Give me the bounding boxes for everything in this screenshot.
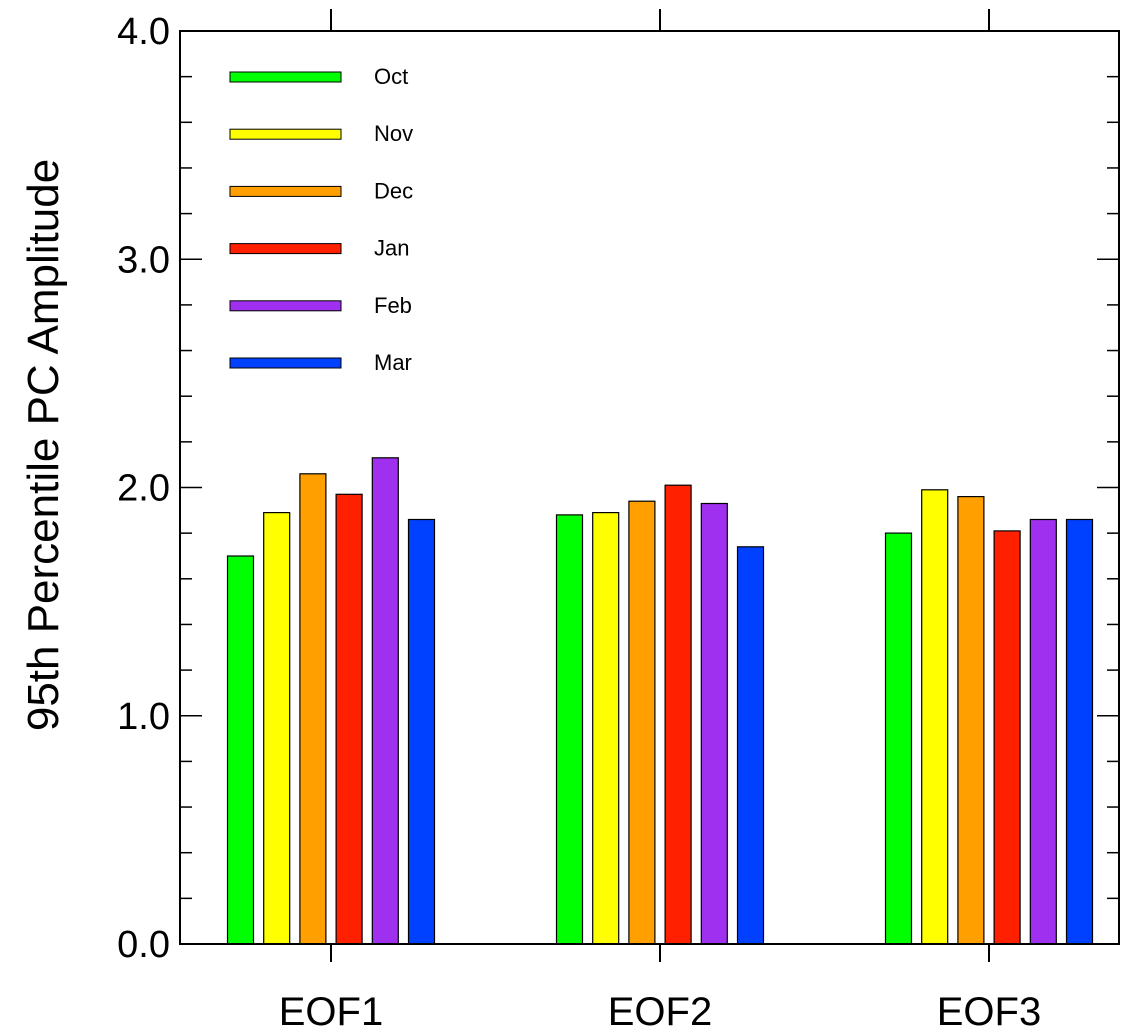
- x-tick-label: EOF3: [937, 990, 1041, 1034]
- legend-label-jan: Jan: [374, 236, 409, 261]
- bar-eof1-feb: [371, 457, 399, 945]
- bar-eof1-mar: [407, 518, 436, 945]
- bar-eof2-mar: [736, 546, 765, 945]
- legend-swatch-oct: [229, 71, 342, 83]
- bar-eof3-feb: [1029, 518, 1057, 945]
- legend-label-mar: Mar: [374, 350, 412, 375]
- bar-eof1-dec: [299, 473, 327, 945]
- y-tick-label: 0.0: [117, 924, 170, 966]
- legend-label-nov: Nov: [374, 121, 413, 146]
- bar-eof3-jan: [993, 530, 1021, 945]
- bar-eof2-jan: [664, 484, 692, 945]
- bar-eof2-feb: [700, 502, 728, 945]
- y-axis-label: 95th Percentile PC Amplitude: [19, 159, 68, 731]
- x-tick-label: EOF1: [279, 990, 383, 1034]
- y-tick-label: 1.0: [117, 696, 170, 738]
- legend-label-oct: Oct: [374, 64, 408, 89]
- legend-swatch-nov: [229, 128, 342, 140]
- bar-eof3-oct: [884, 532, 913, 945]
- legend: Oct Nov Dec Jan Feb Mar: [229, 64, 413, 375]
- legend-swatch-feb: [229, 300, 342, 312]
- legend-swatch-dec: [229, 185, 342, 197]
- legend-label-feb: Feb: [374, 293, 412, 318]
- bar-eof1-nov: [263, 511, 291, 945]
- bar-eof3-mar: [1065, 518, 1094, 945]
- bar-eof3-dec: [957, 496, 985, 945]
- bar-eof2-oct: [555, 514, 584, 945]
- bar-eof1-oct: [226, 555, 255, 945]
- bar-eof1-jan: [335, 493, 363, 945]
- bar-eof2-nov: [592, 511, 620, 945]
- bar-eof2-dec: [628, 500, 656, 945]
- legend-swatch-jan: [229, 243, 342, 255]
- y-tick-label: 3.0: [117, 239, 170, 281]
- axes-layer: 0.0 1.0 2.0 3.0 4.0 EOF1 EOF2 EOF3: [117, 9, 1120, 1034]
- bar-eof3-nov: [921, 489, 949, 945]
- y-tick-label: 4.0: [117, 11, 170, 53]
- bars-layer: [226, 457, 1094, 945]
- x-tick-label: EOF2: [608, 990, 712, 1034]
- legend-label-dec: Dec: [374, 178, 413, 203]
- legend-swatch-mar: [229, 357, 342, 369]
- y-tick-label: 2.0: [117, 468, 170, 510]
